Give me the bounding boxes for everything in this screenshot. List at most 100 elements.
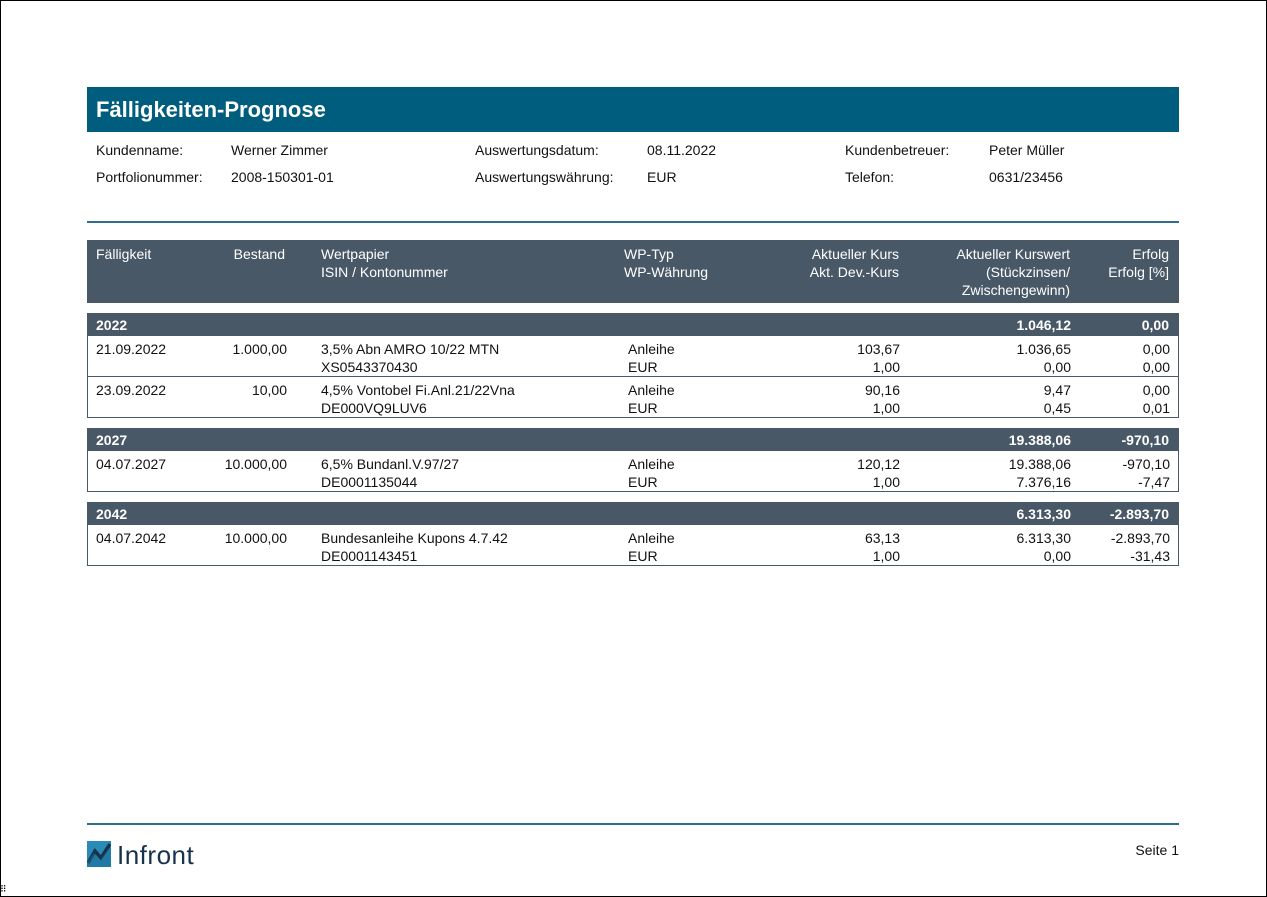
cell-erfolg-pct: 0,00 [1142, 359, 1170, 375]
col-stueckzinsen-label: (Stückzinsen/ [985, 264, 1070, 280]
cell-wptyp: Anleihe [628, 530, 675, 546]
cell-devkurs: 1,00 [872, 548, 900, 564]
kundenbetreuer-value: Peter Müller [989, 142, 1065, 158]
cell-aktueller-kurs: 90,16 [864, 382, 900, 398]
auswertungswaehrung-label: Auswertungswährung: [475, 169, 614, 185]
cell-aktueller-kurs: 63,13 [864, 530, 900, 546]
group-total-kurswert: 1.046,12 [1016, 317, 1072, 333]
infront-logo: Infront [87, 840, 217, 870]
cell-faelligkeit: 04.07.2042 [96, 530, 167, 546]
cell-erfolg: -2.893,70 -31,43 [1111, 529, 1170, 565]
cell-erfolg: 0,00 0,01 [1143, 381, 1170, 417]
col-wptyp-label: WP-Typ [624, 246, 674, 262]
cell-devkurs: 1,00 [872, 359, 900, 375]
cell-isin: DE000VQ9LUV6 [321, 400, 427, 416]
table-row[interactable]: 04.07.2042 10.000,00 Bundesanleihe Kupon… [87, 525, 1179, 566]
group-header-2027: 2027 19.388,06 -970,10 [87, 428, 1179, 451]
cell-aktueller-kurs: 120,12 [857, 456, 900, 472]
col-devkurs-label: Akt. Dev.-Kurs [809, 264, 899, 280]
auswertungsdatum-value: 08.11.2022 [647, 142, 717, 158]
title-bar: Fälligkeiten-Prognose [87, 87, 1179, 132]
cell-wertpapier: Bundesanleihe Kupons 4.7.42 DE0001143451 [321, 529, 508, 565]
cell-aktueller-kurs: 103,67 [857, 341, 900, 357]
footer-divider [87, 823, 1179, 825]
col-erfolg: Erfolg Erfolg [%] [1108, 245, 1169, 281]
cell-erfolg-value: -970,10 [1122, 456, 1170, 472]
group-total-erfolg: -2.893,70 [1109, 506, 1169, 522]
cell-aktueller-kurswert: 6.313,30 [1016, 530, 1072, 546]
col-faelligkeit: Fälligkeit [96, 245, 151, 263]
group-header-2022: 2022 1.046,12 0,00 [87, 313, 1179, 336]
cell-typ: Anleihe EUR [628, 340, 675, 376]
col-bestand-label: Bestand [233, 246, 285, 262]
cell-kurs: 90,16 1,00 [865, 381, 900, 417]
cell-typ: Anleihe EUR [628, 529, 675, 565]
cell-stueckzinsen: 0,00 [1043, 359, 1071, 375]
kundenname-value: Werner Zimmer [231, 142, 328, 158]
cell-typ: Anleihe EUR [628, 455, 675, 491]
infront-logo-icon [87, 841, 111, 867]
cell-wertpapier: 4,5% Vontobel Fi.Anl.21/22Vna DE000VQ9LU… [321, 381, 515, 417]
cell-wptyp: Anleihe [628, 456, 675, 472]
kundenbetreuer-label: Kundenbetreuer: [845, 142, 950, 158]
group-total-erfolg: -970,10 [1121, 432, 1169, 448]
telefon-label: Telefon: [845, 169, 895, 185]
cell-wertpapier-name: 4,5% Vontobel Fi.Anl.21/22Vna [321, 382, 515, 398]
portfolionummer-value: 2008-150301-01 [231, 169, 334, 185]
cell-aktueller-kurswert: 19.388,06 [1008, 456, 1071, 472]
page-number: Seite 1 [1135, 842, 1179, 858]
kundenname-label: Kundenname: [96, 142, 184, 158]
cell-erfolg: 0,00 0,00 [1143, 340, 1170, 376]
cell-erfolg-pct: 0,01 [1142, 400, 1170, 416]
cell-kurswert: 19.388,06 7.376,16 [1009, 455, 1071, 491]
cell-kurswert: 6.313,30 0,00 [1017, 529, 1072, 565]
cell-isin: DE0001143451 [321, 548, 418, 564]
col-faelligkeit-label: Fälligkeit [96, 246, 152, 262]
col-isin-label: ISIN / Kontonummer [321, 264, 448, 280]
cell-faelligkeit: 21.09.2022 [96, 341, 167, 357]
cell-isin: XS0543370430 [321, 359, 418, 375]
table-row[interactable]: 04.07.2027 10.000,00 6,5% Bundanl.V.97/2… [87, 451, 1179, 492]
cell-stueckzinsen: 7.376,16 [1016, 474, 1072, 490]
cell-wpwaehrung: EUR [628, 400, 658, 416]
table-header: Fälligkeit Bestand Wertpapier ISIN / Kon… [87, 240, 1179, 303]
cell-erfolg-value: 0,00 [1142, 382, 1170, 398]
cell-wptyp: Anleihe [628, 341, 675, 357]
auswertungsdatum-label: Auswertungsdatum: [475, 142, 599, 158]
table-row[interactable]: 21.09.2022 1.000,00 3,5% Abn AMRO 10/22 … [87, 336, 1179, 377]
cell-kurs: 120,12 1,00 [857, 455, 900, 491]
cell-wpwaehrung: EUR [628, 474, 658, 490]
col-wptyp: WP-Typ WP-Währung [624, 245, 708, 281]
portfolionummer-label: Portfolionummer: [96, 169, 203, 185]
cell-erfolg-value: 0,00 [1142, 341, 1170, 357]
table-row[interactable]: 23.09.2022 10,00 4,5% Vontobel Fi.Anl.21… [87, 377, 1179, 418]
cell-kurswert: 1.036,65 0,00 [1017, 340, 1072, 376]
cell-wertpapier: 3,5% Abn AMRO 10/22 MTN XS0543370430 [321, 340, 499, 376]
auswertungswaehrung-value: EUR [647, 169, 677, 185]
group-total-erfolg: 0,00 [1141, 317, 1169, 333]
col-wpwaehrung-label: WP-Währung [624, 264, 709, 280]
col-erfolg-pct-label: Erfolg [%] [1108, 264, 1169, 280]
cell-erfolg: -970,10 -7,47 [1123, 455, 1170, 491]
cell-aktueller-kurswert: 1.036,65 [1016, 341, 1072, 357]
col-wertpapier-label: Wertpapier [321, 246, 390, 262]
cell-erfolg-value: -2.893,70 [1110, 530, 1170, 546]
header-divider [87, 221, 1179, 223]
resize-grip-icon[interactable]: ⠿ [0, 884, 7, 894]
col-kurs-label: Aktueller Kurs [811, 246, 899, 262]
cell-kurswert: 9,47 0,45 [1044, 381, 1071, 417]
group-total-kurswert: 19.388,06 [1008, 432, 1071, 448]
cell-wptyp: Anleihe [628, 382, 675, 398]
cell-erfolg-pct: -7,47 [1138, 474, 1170, 490]
group-total-kurswert: 6.313,30 [1016, 506, 1072, 522]
cell-bestand: 1.000,00 [232, 341, 288, 357]
cell-devkurs: 1,00 [872, 474, 900, 490]
cell-kurs: 63,13 1,00 [865, 529, 900, 565]
cell-wertpapier-name: 6,5% Bundanl.V.97/27 [321, 456, 460, 472]
page-title: Fälligkeiten-Prognose [96, 97, 326, 122]
col-kurs: Aktueller Kurs Akt. Dev.-Kurs [810, 245, 899, 281]
col-zwischengewinn-label: Zwischengewinn) [961, 282, 1070, 298]
cell-faelligkeit: 04.07.2027 [96, 456, 167, 472]
cell-wertpapier-name: Bundesanleihe Kupons 4.7.42 [321, 530, 508, 546]
cell-wpwaehrung: EUR [628, 548, 658, 564]
